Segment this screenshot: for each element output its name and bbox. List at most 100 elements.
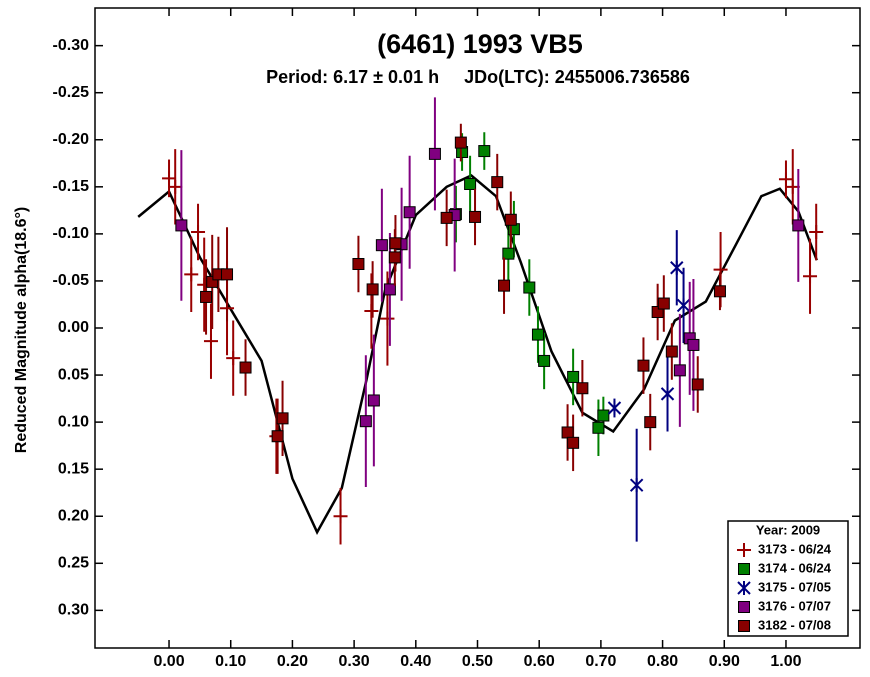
square-marker (206, 275, 219, 288)
y-tick-label: -0.25 (53, 84, 90, 101)
square-marker (367, 394, 380, 407)
legend-marker (737, 543, 751, 557)
asterisk-marker (660, 386, 675, 401)
square-marker (440, 211, 453, 224)
square-marker (504, 213, 517, 226)
y-tick-label: 0.10 (58, 413, 89, 430)
square-marker (561, 426, 574, 439)
plus-marker (364, 304, 379, 319)
legend-label: 3174 - 06/24 (758, 560, 832, 575)
y-tick-label: 0.25 (58, 555, 89, 572)
x-tick-label: 0.60 (524, 653, 555, 670)
x-tick-label: 0.00 (153, 653, 184, 670)
legend-label: 3182 - 07/08 (758, 617, 831, 632)
square-marker (366, 283, 379, 296)
legend-marker (738, 601, 750, 613)
square-marker (531, 328, 544, 341)
square-marker (644, 416, 657, 429)
legend: Year: 2009 3173 - 06/24 3174 - 06/24 3175 -… (727, 520, 849, 637)
square-marker (687, 338, 700, 351)
x-tick-label: 0.40 (400, 653, 431, 670)
plus-marker (803, 269, 818, 284)
square-marker (383, 283, 396, 296)
square-marker (464, 178, 477, 190)
square-marker (597, 409, 610, 422)
asterisk-marker (629, 478, 644, 493)
square-marker (502, 247, 515, 260)
y-tick-label: 0.05 (58, 366, 89, 383)
square-marker (567, 370, 580, 383)
square-marker (454, 136, 467, 149)
plus-marker (203, 334, 218, 349)
square-marker (713, 285, 726, 298)
x-tick-label: 0.90 (709, 653, 740, 670)
plus-marker (162, 171, 177, 186)
square-marker (592, 421, 605, 434)
legend-label: 3175 - 07/05 (758, 579, 831, 594)
x-tick-label: 0.20 (277, 653, 308, 670)
plus-marker (809, 225, 824, 239)
chart-subtitle: Period: 6.17 ± 0.01 h JDo(LTC): 2455006.… (266, 67, 690, 87)
legend-marker (738, 620, 750, 632)
square-marker (389, 237, 402, 250)
y-tick-label: 0.30 (58, 602, 89, 619)
square-marker (388, 251, 401, 264)
legend-label: 3176 - 07/07 (758, 598, 831, 613)
y-tick-label: -0.10 (53, 225, 90, 242)
plus-marker (778, 172, 793, 187)
square-marker (673, 364, 686, 377)
plus-marker (226, 351, 241, 366)
legend-title: Year: 2009 (756, 522, 820, 537)
square-marker (175, 219, 188, 232)
x-tick-label: 0.50 (462, 653, 493, 670)
square-marker (478, 145, 491, 158)
square-marker (271, 430, 284, 443)
legend-marker (737, 581, 751, 595)
square-marker (691, 378, 704, 391)
square-marker (469, 210, 482, 223)
square-marker (276, 412, 289, 425)
square-marker (403, 206, 416, 219)
y-tick-label: 0.15 (58, 460, 89, 477)
square-marker (491, 176, 504, 189)
x-tick-label: 0.70 (585, 653, 616, 670)
y-axis-label: Reduced Magnitude alpha(18.6°) (13, 207, 30, 453)
y-tick-label: 0.00 (58, 319, 89, 336)
x-tick-label: 0.30 (339, 653, 370, 670)
square-marker (657, 297, 670, 310)
asterisk-marker (676, 298, 691, 313)
plus-marker (191, 225, 206, 239)
y-tick-label: -0.05 (53, 272, 90, 289)
square-marker (200, 290, 213, 303)
square-marker (498, 279, 511, 292)
square-marker (567, 436, 580, 449)
plus-marker (380, 311, 395, 326)
square-marker (359, 415, 372, 428)
x-tick-label: 0.10 (215, 653, 246, 670)
chart-title: (6461) 1993 VB5 (377, 29, 583, 59)
legend-box (727, 520, 849, 637)
square-marker (221, 268, 234, 281)
square-marker (428, 147, 441, 160)
x-tick-label: 1.00 (770, 653, 801, 670)
x-tick-label: 0.80 (647, 653, 678, 670)
square-marker (651, 306, 664, 318)
square-marker (792, 219, 805, 232)
legend-marker (738, 563, 750, 575)
fit-curve (137, 174, 818, 535)
square-marker (375, 239, 388, 252)
square-marker (637, 359, 650, 372)
square-marker (538, 354, 551, 367)
square-marker (576, 382, 589, 395)
y-tick-label: -0.30 (53, 37, 90, 54)
asterisk-marker (670, 260, 684, 275)
y-tick-label: -0.15 (53, 178, 90, 195)
plus-marker (168, 179, 183, 194)
y-tick-label: -0.20 (53, 131, 90, 148)
square-marker (665, 345, 678, 358)
asterisk-marker (607, 401, 622, 415)
square-marker (239, 361, 252, 374)
square-marker (523, 281, 536, 294)
y-tick-label: 0.20 (58, 507, 89, 524)
